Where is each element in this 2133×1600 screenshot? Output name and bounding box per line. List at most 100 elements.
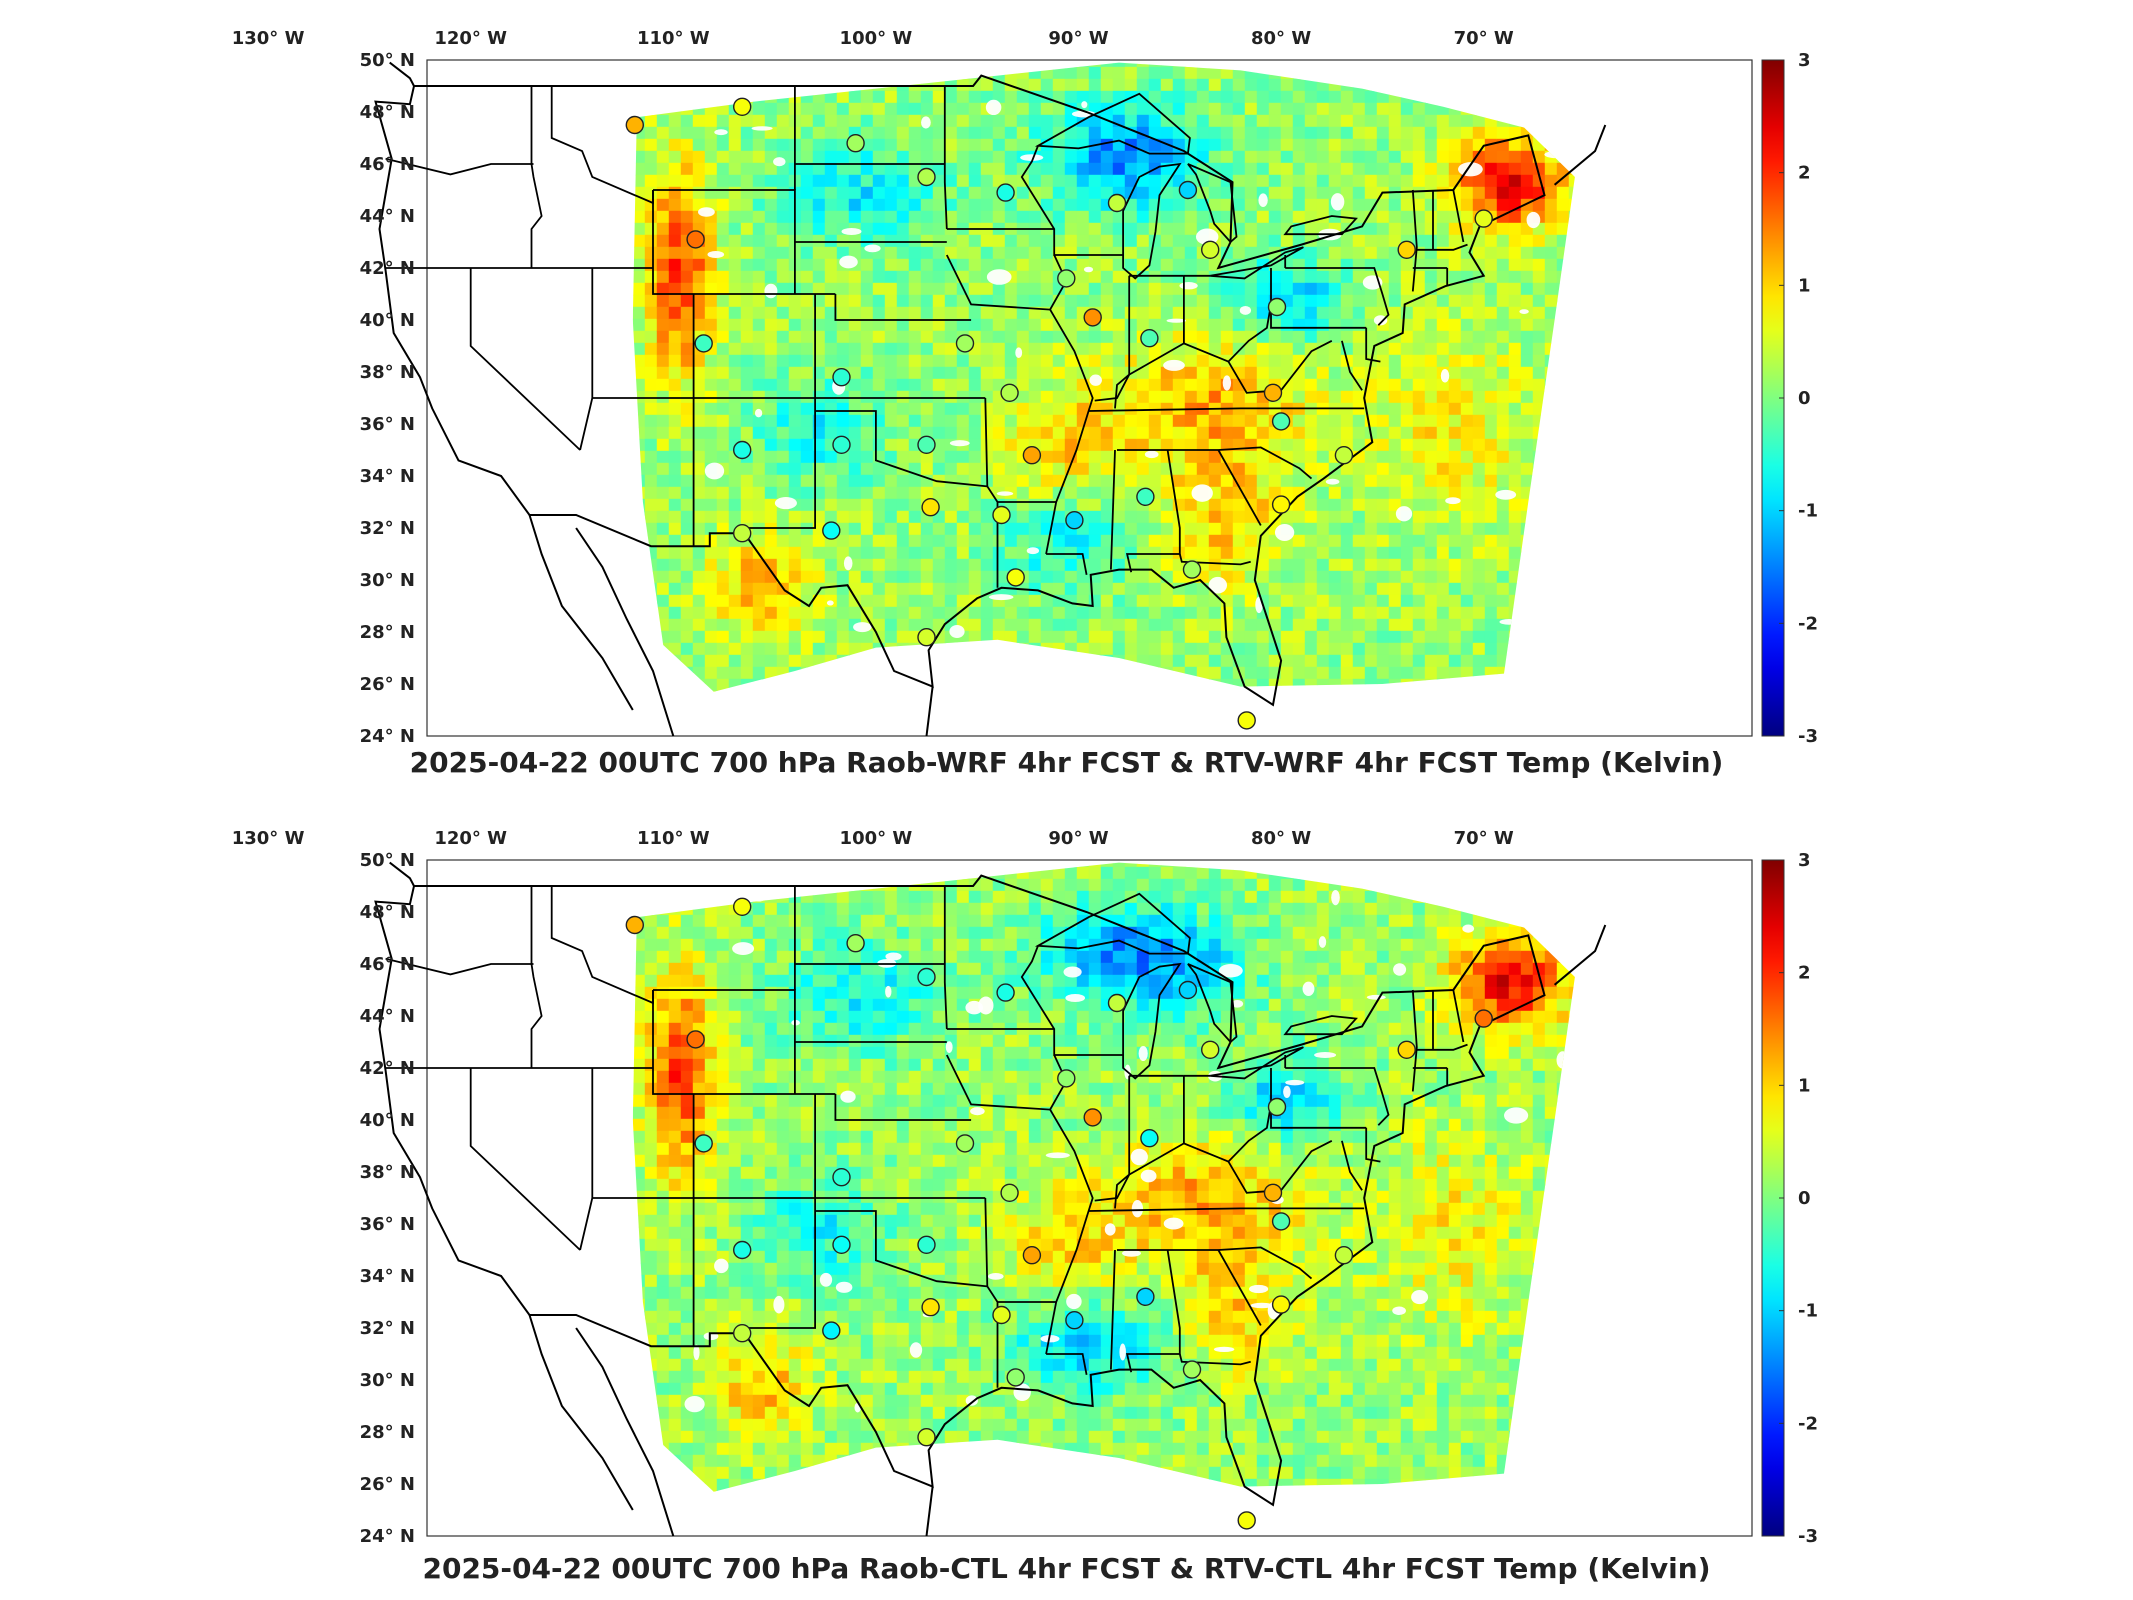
station-marker <box>1006 568 1025 587</box>
station-marker <box>1397 240 1416 260</box>
station-marker <box>846 933 865 953</box>
lon-tick-label: 120° W <box>434 828 507 849</box>
station-marker <box>955 1134 975 1153</box>
station-marker <box>1271 1212 1291 1231</box>
station-marker <box>733 897 752 917</box>
lat-tick-label: 40° N <box>360 1110 415 1131</box>
lon-tick-label: 70° W <box>1454 28 1514 49</box>
station-marker <box>686 1030 705 1049</box>
colorbar-tick-label: -3 <box>1798 1526 1818 1547</box>
station-marker <box>1182 1360 1202 1379</box>
station-marker <box>1334 446 1354 465</box>
station-marker <box>733 524 752 543</box>
station-marker <box>1178 180 1198 200</box>
station-marker <box>832 368 851 387</box>
lon-tick-label: 100° W <box>840 828 913 849</box>
lat-tick-label: 34° N <box>360 1266 415 1287</box>
lat-tick-label: 24° N <box>360 726 415 747</box>
station-marker <box>921 1298 940 1317</box>
station-marker <box>832 1168 851 1187</box>
station-marker <box>992 1305 1011 1325</box>
station-marker <box>1237 1511 1256 1530</box>
panel-title: 2025-04-22 00UTC 700 hPa Raob-CTL 4hr FC… <box>422 1552 1711 1585</box>
station-marker <box>955 334 975 353</box>
station-marker <box>733 97 752 117</box>
station-marker <box>846 133 865 153</box>
station-marker <box>822 521 841 540</box>
raob-stations <box>625 97 1493 730</box>
panel-bottom: 130° W 120° W 110° W 100° W 90° W 80° W 70° W 5… <box>0 800 2133 1600</box>
colorbar-tick-label: -2 <box>1798 613 1818 634</box>
colorbar-tick-label: 1 <box>1798 275 1811 296</box>
lat-tick-label: 44° N <box>360 206 415 227</box>
station-marker <box>917 1428 936 1447</box>
station-marker <box>1200 1040 1220 1060</box>
great-lakes <box>1034 892 1358 1080</box>
lat-tick-label: 48° N <box>360 102 415 123</box>
station-marker <box>832 1235 851 1254</box>
colorbar-tick-label: 0 <box>1798 1188 1811 1209</box>
lon-tick-label: 80° W <box>1251 28 1311 49</box>
station-marker <box>1178 980 1198 1000</box>
colorbar-tick-label: 0 <box>1798 388 1811 409</box>
colorbar-tick-label: -1 <box>1798 1301 1818 1322</box>
station-marker <box>625 115 644 135</box>
station-marker <box>694 334 713 353</box>
station-marker <box>1200 240 1220 260</box>
station-marker <box>1022 446 1042 465</box>
station-marker <box>733 1324 752 1343</box>
lon-tick-label: 100° W <box>840 28 913 49</box>
station-marker <box>1271 495 1291 514</box>
station-marker <box>1136 487 1155 506</box>
us-outline <box>374 874 1546 1507</box>
anomaly-field <box>632 62 1575 692</box>
station-marker <box>1474 209 1493 228</box>
lat-tick-label: 38° N <box>360 1162 415 1183</box>
great-lakes <box>1034 92 1358 280</box>
station-marker <box>822 1321 841 1340</box>
lat-tick-label: 30° N <box>360 570 415 591</box>
lon-tick-label: 130° W <box>232 828 305 849</box>
station-marker <box>1271 412 1291 431</box>
station-marker <box>694 1134 713 1153</box>
station-marker <box>1107 193 1127 213</box>
state-boundaries <box>385 86 1468 588</box>
station-marker <box>1237 711 1256 730</box>
station-marker <box>1140 329 1159 348</box>
lon-tick-label: 90° W <box>1048 828 1108 849</box>
lat-tick-label: 46° N <box>360 154 415 175</box>
station-marker <box>1057 269 1076 288</box>
station-marker <box>917 1235 936 1254</box>
us-outline <box>374 74 1546 707</box>
lat-tick-label: 28° N <box>360 622 415 643</box>
map-plot-top: 130° W 120° W 110° W 100° W 90° W 80° W 70° W 5… <box>232 28 1818 747</box>
map-plot-bottom: 130° W 120° W 110° W 100° W 90° W 80° W 70° W 5… <box>232 828 1818 1547</box>
colorbar-tick-label: -2 <box>1798 1413 1818 1434</box>
lon-tick-label: 80° W <box>1251 828 1311 849</box>
lat-tick-label: 48° N <box>360 902 415 923</box>
panel-top: 130° W 120° W 110° W 100° W 90° W 80° W 70° W 5… <box>232 28 1818 779</box>
lat-tick-label: 42° N <box>360 1058 415 1079</box>
station-marker <box>686 230 705 249</box>
station-marker <box>917 435 936 454</box>
lon-tick-label: 110° W <box>637 828 710 849</box>
station-marker <box>917 167 936 187</box>
station-marker <box>1083 308 1102 327</box>
station-marker <box>1263 1183 1283 1202</box>
lon-tick-label: 70° W <box>1454 828 1514 849</box>
lat-tick-label: 24° N <box>360 1526 415 1547</box>
colorbar-tick-label: 2 <box>1798 963 1811 984</box>
lat-tick-label: 34° N <box>360 466 415 487</box>
colorbar-tick-label: -1 <box>1798 501 1818 522</box>
lat-tick-label: 40° N <box>360 310 415 331</box>
colorbar-tick-label: 3 <box>1798 850 1811 871</box>
station-marker <box>1397 1040 1416 1060</box>
station-marker <box>1474 1009 1493 1028</box>
lat-tick-label: 32° N <box>360 1318 415 1339</box>
lat-tick-label: 46° N <box>360 954 415 975</box>
lat-tick-label: 26° N <box>360 1474 415 1495</box>
station-marker <box>1267 1097 1287 1117</box>
station-marker <box>1022 1246 1042 1265</box>
station-marker <box>1006 1368 1025 1387</box>
colorbar-tick-label: 1 <box>1798 1075 1811 1096</box>
